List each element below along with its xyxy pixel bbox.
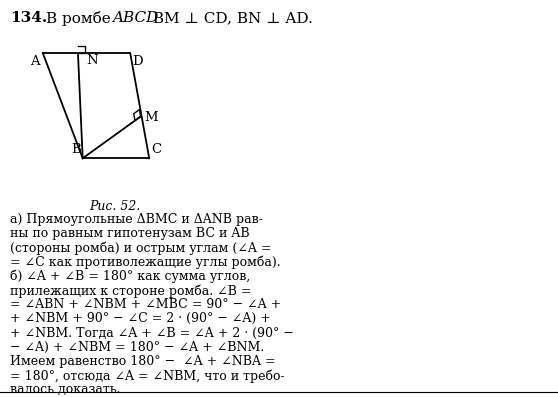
Text: = ∠ABN + ∠NBM + ∠MBC = 90° − ∠A +: = ∠ABN + ∠NBM + ∠MBC = 90° − ∠A +: [10, 298, 281, 311]
Text: = 180°, отсюда ∠A = ∠NBM, что и требо-: = 180°, отсюда ∠A = ∠NBM, что и требо-: [10, 369, 285, 383]
Text: D: D: [132, 55, 143, 68]
Text: ны по равным гипотенузам BC и AB: ны по равным гипотенузам BC и AB: [10, 227, 249, 240]
Text: ABCD: ABCD: [112, 11, 158, 25]
Text: Имеем равенство 180° −  ∠A + ∠NBA =: Имеем равенство 180° − ∠A + ∠NBA =: [10, 355, 276, 368]
Text: валось доказать.: валось доказать.: [10, 384, 121, 396]
Text: В ромбе: В ромбе: [46, 11, 116, 26]
Text: (стороны ромба) и острым углам (∠A =: (стороны ромба) и острым углам (∠A =: [10, 241, 272, 255]
Text: Рис. 52.: Рис. 52.: [89, 200, 141, 213]
Text: а) Прямоугольные ΔBMC и ΔANB рав-: а) Прямоугольные ΔBMC и ΔANB рав-: [10, 213, 263, 226]
Text: прилежащих к стороне ромба. ∠B =: прилежащих к стороне ромба. ∠B =: [10, 284, 252, 297]
Text: M: M: [145, 111, 158, 124]
Text: + ∠NBM + 90° − ∠C = 2 · (90° − ∠A) +: + ∠NBM + 90° − ∠C = 2 · (90° − ∠A) +: [10, 312, 271, 326]
Text: − ∠A) + ∠NBM = 180° − ∠A + ∠BNM.: − ∠A) + ∠NBM = 180° − ∠A + ∠BNM.: [10, 341, 264, 354]
Text: BM ⊥ CD, BN ⊥ AD.: BM ⊥ CD, BN ⊥ AD.: [148, 11, 313, 25]
Text: N: N: [86, 54, 98, 67]
Text: C: C: [151, 143, 161, 156]
Text: б) ∠A + ∠B = 180° как сумма углов,: б) ∠A + ∠B = 180° как сумма углов,: [10, 270, 250, 283]
Text: A: A: [30, 55, 40, 68]
Text: B: B: [71, 143, 81, 156]
Text: + ∠NBM. Тогда ∠A + ∠B = ∠A + 2 · (90° −: + ∠NBM. Тогда ∠A + ∠B = ∠A + 2 · (90° −: [10, 327, 294, 339]
Text: = ∠C как противолежащие углы ромба).: = ∠C как противолежащие углы ромба).: [10, 256, 281, 269]
Text: 134.: 134.: [10, 11, 47, 25]
